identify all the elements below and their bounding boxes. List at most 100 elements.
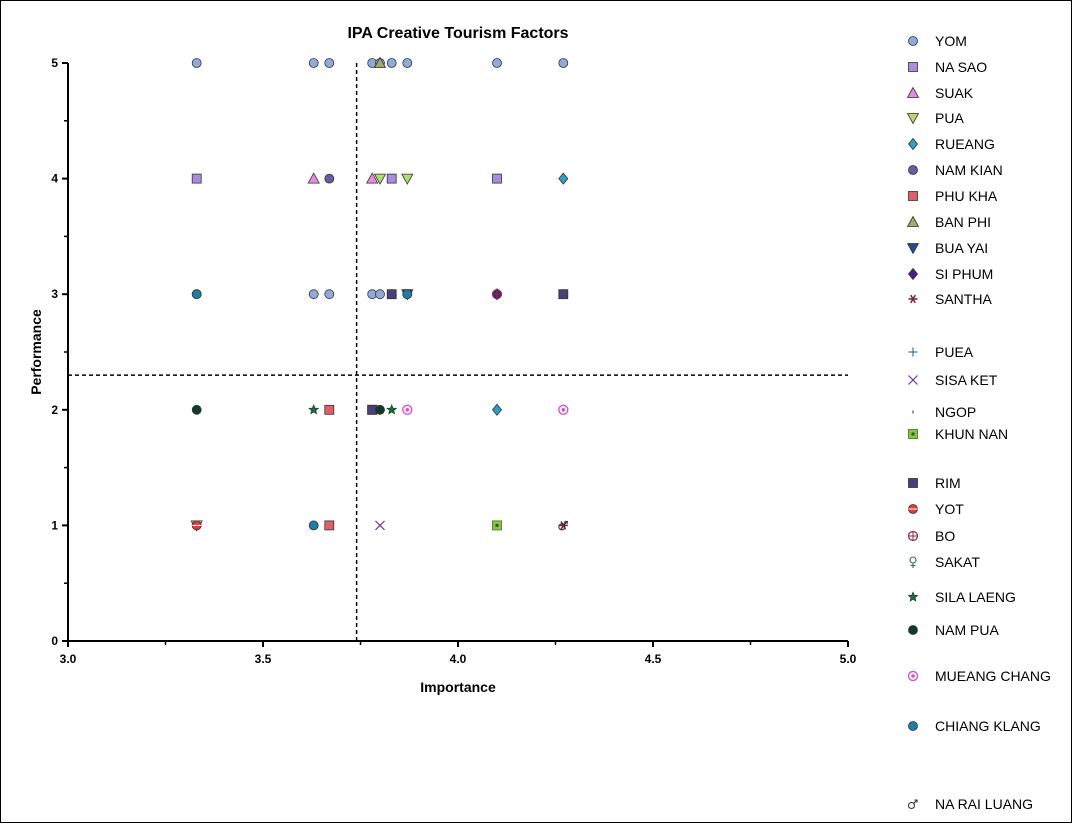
- y-tick-label: 2: [51, 403, 58, 417]
- legend-label: SI PHUM: [935, 266, 993, 282]
- point-na-rai-luang: [558, 520, 568, 531]
- point-sila-laeng: [386, 403, 398, 415]
- chart-title: IPA Creative Tourism Factors: [347, 25, 568, 42]
- legend-marker-si-phum: [907, 267, 919, 281]
- legend-marker-chiang-klang: [908, 721, 918, 731]
- point-na-sao: [191, 173, 202, 184]
- point-phu-kha: [324, 404, 335, 415]
- point-ban-phi: [373, 56, 387, 68]
- point-nam-pua: [375, 404, 385, 415]
- legend-marker-puea: [908, 347, 918, 357]
- point-na-sao: [492, 173, 502, 184]
- y-tick-label: 4: [51, 172, 58, 186]
- point-bo: [491, 289, 503, 300]
- y-tick-label: 3: [51, 287, 58, 301]
- x-axis-label: Importance: [420, 679, 496, 695]
- point-rueang: [491, 403, 503, 416]
- legend-label: CHIANG KLANG: [935, 718, 1041, 734]
- point-yom: [402, 58, 413, 68]
- legend-marker-sila-laeng: [907, 591, 919, 602]
- legend-label: BUA YAI: [935, 240, 988, 256]
- axes: 0 1 2 3 4 5 3.0 3.5 4.0 4.5 5.0: [51, 56, 856, 666]
- legend-label: PUA: [935, 110, 964, 126]
- point-phu-kha: [324, 520, 335, 531]
- legend-marker-sakat: [909, 556, 917, 568]
- data-points: [190, 56, 569, 532]
- point-yom: [558, 58, 569, 68]
- legend-label: NAM PUA: [935, 622, 999, 638]
- legend-label: PUEA: [935, 344, 974, 360]
- legend-marker-rim: [908, 478, 918, 488]
- legend-marker-suak: [906, 86, 920, 98]
- legend: YOM NA SAO SUAK PUA RUEANG NAM KIAN PHU KHA BAN…: [906, 33, 1051, 812]
- legend-label: NGOP: [935, 404, 976, 420]
- legend-label: NA RAI LUANG: [935, 796, 1033, 812]
- legend-marker-khun-nan: [908, 429, 918, 439]
- legend-marker-rueang: [907, 137, 919, 151]
- legend-label: BO: [935, 528, 955, 544]
- legend-marker-sisa-ket: [908, 375, 918, 385]
- x-tick-label: 5.0: [840, 652, 857, 666]
- legend-label: SILA LAENG: [935, 589, 1016, 605]
- legend-label: NA SAO: [935, 59, 987, 75]
- legend-marker-yot: [908, 504, 918, 514]
- x-tick-label: 4.5: [645, 652, 662, 666]
- point-pua: [373, 173, 387, 185]
- legend-marker-ban-phi: [906, 215, 920, 227]
- point-pua: [401, 173, 414, 185]
- point-chiang-klang: [191, 289, 202, 300]
- point-mueang-chang: [558, 404, 569, 415]
- legend-marker-nam-pua: [908, 625, 918, 635]
- point-mueang-chang: [402, 404, 413, 415]
- reference-lines: [68, 63, 848, 641]
- legend-label: SANTHA: [935, 291, 992, 307]
- point-sila-laeng: [308, 403, 320, 415]
- point-rim: [558, 289, 569, 300]
- point-rim: [386, 289, 397, 300]
- legend-label: BAN PHI: [935, 214, 991, 230]
- point-yom: [492, 58, 502, 68]
- point-yom: [375, 289, 385, 300]
- y-tick-label: 1: [51, 518, 58, 532]
- legend-label: YOM: [935, 33, 967, 49]
- point-yom: [324, 58, 335, 68]
- legend-label: SAKAT: [935, 554, 980, 570]
- legend-marker-phu-kha: [908, 191, 918, 201]
- legend-label: NAM KIAN: [935, 162, 1003, 178]
- legend-marker-santha: [908, 294, 918, 304]
- point-na-sao: [386, 173, 397, 184]
- x-tick-label: 3.5: [255, 652, 272, 666]
- legend-label: RIM: [935, 475, 961, 491]
- x-tick-label: 4.0: [450, 652, 467, 666]
- point-chiang-klang: [402, 289, 413, 300]
- point-nam-pua: [191, 404, 202, 415]
- point-yom: [191, 58, 202, 68]
- legend-label: KHUN NAN: [935, 426, 1008, 442]
- point-yom: [386, 58, 397, 68]
- point-yom: [324, 289, 335, 300]
- legend-marker-yom: [908, 36, 918, 46]
- legend-label: YOT: [935, 501, 964, 517]
- point-suak: [366, 172, 379, 184]
- legend-marker-bua-yai: [906, 243, 920, 255]
- y-axis-label: Performance: [28, 309, 44, 395]
- point-suak: [307, 172, 320, 184]
- point-sisa-ket: [375, 520, 385, 531]
- legend-marker-nam-kian: [908, 165, 918, 175]
- point-khun-nan: [492, 520, 502, 531]
- legend-marker-bo: [907, 530, 919, 542]
- legend-marker-na-rai-luang: [907, 799, 918, 810]
- point-yot: [191, 520, 202, 531]
- legend-marker-pua: [906, 113, 920, 125]
- legend-label: SISA KET: [935, 372, 998, 388]
- legend-label: MUEANG CHANG: [935, 668, 1051, 684]
- legend-label: RUEANG: [935, 136, 995, 152]
- point-chiang-klang: [308, 520, 319, 531]
- legend-label: PHU KHA: [935, 188, 998, 204]
- point-yom: [308, 58, 319, 68]
- legend-marker-mueang-chang: [907, 670, 919, 682]
- y-tick-label: 0: [51, 634, 58, 648]
- x-tick-label: 3.0: [60, 652, 77, 666]
